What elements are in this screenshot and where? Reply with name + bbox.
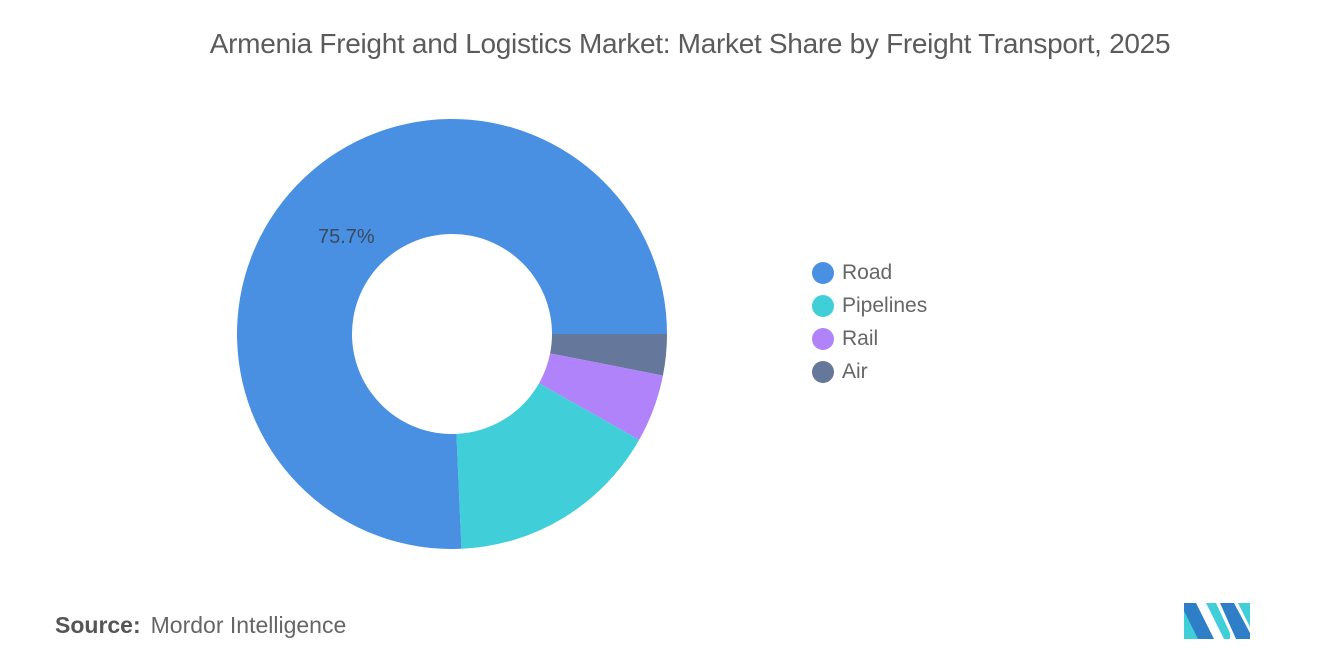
legend-label: Road xyxy=(842,260,893,284)
rail-swatch-icon xyxy=(812,327,834,350)
legend-item-road[interactable]: Road xyxy=(812,256,927,289)
slice-air[interactable] xyxy=(550,334,667,376)
legend-label: Pipelines xyxy=(842,293,928,317)
donut-slices xyxy=(236,118,667,549)
air-swatch-icon xyxy=(812,360,834,383)
road-swatch-icon xyxy=(812,261,834,284)
legend-item-pipelines[interactable]: Pipelines xyxy=(812,289,927,322)
source-value: Mordor Intelligence xyxy=(150,612,347,638)
slice-rail[interactable] xyxy=(539,353,663,440)
source-key: Source: xyxy=(55,612,141,638)
slice-road[interactable] xyxy=(236,118,667,549)
chart-title: Armenia Freight and Logistics Market: Ma… xyxy=(209,28,1171,59)
road-percentage-label: 75.7% xyxy=(318,226,375,248)
mordor-intelligence-logo-icon xyxy=(1184,603,1250,639)
pipelines-swatch-icon xyxy=(812,294,834,317)
legend-item-rail[interactable]: Rail xyxy=(812,322,927,355)
legend-item-air[interactable]: Air xyxy=(812,355,927,388)
legend-label: Rail xyxy=(842,326,879,350)
source-note: Source: Mordor Intelligence xyxy=(55,612,346,639)
legend-label: Air xyxy=(842,359,868,383)
donut-chart: 75.7% xyxy=(236,118,667,549)
slice-pipelines[interactable] xyxy=(456,383,640,549)
legend: Road Pipelines Rail Air xyxy=(812,256,927,388)
